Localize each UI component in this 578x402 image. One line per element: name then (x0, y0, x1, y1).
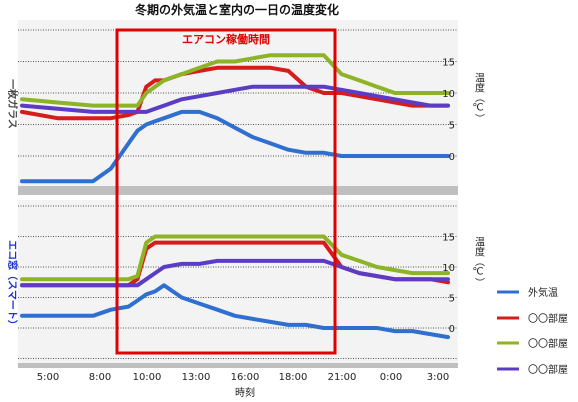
x-tick-label: 3:00 (427, 372, 449, 383)
y-tick-label: 15 (442, 233, 455, 244)
chart-title: 冬期の外気温と室内の一日の温度変化 (135, 2, 339, 17)
y-axis-label-top: 温度（℃） (472, 72, 484, 123)
panel-separator (18, 186, 458, 195)
x-tick-label: 5:00 (37, 372, 59, 383)
x-tick-label: 18:00 (279, 372, 308, 383)
y-tick-label: 0 (449, 152, 455, 163)
y-tick-label: 15 (442, 58, 455, 69)
legend-label: 〇〇部屋 (528, 312, 568, 325)
x-tick-label: 13:00 (182, 372, 211, 383)
y-tick-label: 10 (442, 263, 455, 274)
series-line-top-3 (20, 84, 450, 114)
x-tick-labels: 5:00 8:00 10:00 13:00 16:00 18:00 21:00 0:00 3:0… (37, 372, 449, 383)
series-line-top-1 (20, 65, 450, 121)
x-tick-label: 21:00 (328, 372, 357, 383)
x-tick-label: 16:00 (231, 372, 260, 383)
x-axis-label: 時刻 (235, 386, 255, 399)
y-tick-label: 10 (442, 89, 455, 100)
legend-label: 〇〇部屋 (528, 337, 568, 350)
x-tick-label: 10:00 (133, 372, 162, 383)
legend-label: 外気温 (528, 286, 558, 299)
y-tick-label: 5 (449, 294, 455, 305)
bottom-panel-background (18, 200, 458, 365)
series-line-top-2 (20, 53, 450, 108)
y-axis-label-bottom: 温度（℃） (472, 236, 484, 287)
series-line-top-0 (20, 109, 450, 184)
x-tick-label: 0:00 (380, 372, 402, 383)
series-line-bottom-2 (20, 234, 450, 282)
bottom-panel-label: エコ窓（スマート） (6, 240, 19, 330)
y-tick-label: 0 (449, 324, 455, 335)
y-tick-label: 5 (449, 121, 455, 132)
x-tick-label: 8:00 (89, 372, 111, 383)
aircon-highlight-box (115, 28, 337, 355)
top-panel-label: 一枚ガラス (6, 79, 19, 129)
series-line-bottom-0 (20, 283, 450, 340)
y-tick-labels: 0 5 10 15 0 5 10 15 (442, 58, 455, 336)
series-line-bottom-3 (20, 258, 450, 288)
bottom-separator (18, 363, 458, 368)
aircon-highlight-label: エアコン稼働時間 (182, 32, 270, 46)
legend-label: 〇〇部屋 (528, 363, 568, 376)
series-lines (20, 53, 450, 340)
